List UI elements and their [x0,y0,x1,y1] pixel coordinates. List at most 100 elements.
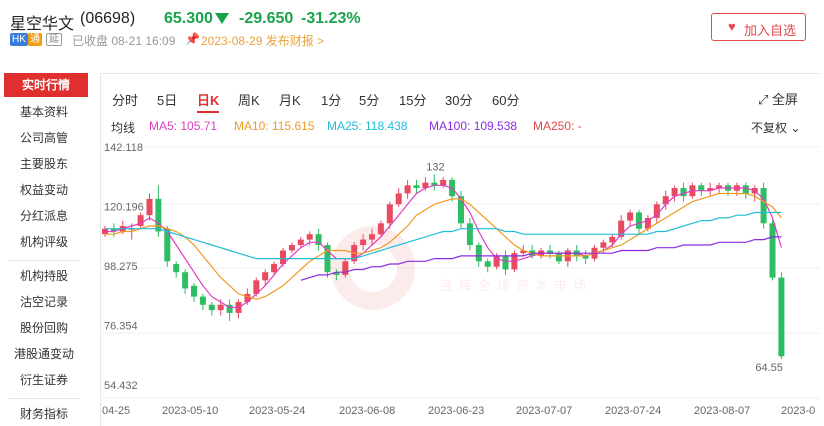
candle [618,215,625,240]
extreme-labels: 132 64.55 [426,161,783,374]
down-arrow-icon [215,13,229,24]
candle [475,242,482,267]
market-status: 已收盘 08-21 16:09 [72,34,176,48]
x-tick-label: 2023-07-24 [605,405,661,417]
candle [288,242,295,254]
fullscreen-label: 全屏 [772,92,799,107]
candle [369,228,375,246]
sidebar-item-realtime[interactable]: 实时行情 [4,73,88,97]
sidebar-divider [8,260,80,261]
candle [333,269,340,281]
x-tick-label: 04-25 [102,405,130,417]
candle [431,174,438,191]
price-change: -29.650 [239,10,294,27]
candle [262,269,269,286]
x-tick-label: 2023-08-07 [694,405,750,417]
candle [466,217,473,251]
tab-intraday[interactable]: 分时 [112,93,139,108]
adjustment-label: 不复权 [751,121,788,135]
sidebar-item-derivatives[interactable]: 衍生证券 [19,373,68,387]
tab-30min[interactable]: 30分 [445,93,473,108]
add-watchlist-button[interactable]: ♥ 加入自选 [711,13,806,41]
candle [182,269,189,294]
candle [547,245,553,259]
candle [324,242,331,278]
fullscreen-button[interactable]: ⤢ 全屏 [758,89,798,108]
candle [733,182,740,197]
sidebar-item-profile[interactable]: 基本资料 [19,105,68,119]
candle [173,261,180,278]
candle [698,182,705,197]
grid-lines [100,146,820,399]
ma10-line [105,192,782,300]
tab-weekly-k[interactable]: 周K [238,93,260,108]
delay-badge: 延 [46,33,62,46]
tab-daily-k[interactable]: 日K [197,93,220,108]
candle [413,179,420,194]
candle [377,220,384,237]
chart-panel: 分时 5日 日K 周K 月K 1分 5分 15分 30分 60分 ⤢ 全屏 均线… [100,73,820,426]
x-axis-ticks: 04-25 2023-05-10 2023-05-24 2023-06-08 2023-… [102,405,815,417]
tab-60min[interactable]: 60分 [492,93,520,108]
sidebar-item-financials[interactable]: 财务指标 [19,407,68,421]
sidebar-item-ratings[interactable]: 机构评级 [19,235,68,249]
earnings-report-link[interactable]: 2023-08-29 发布财报 > [201,34,325,48]
candle [778,272,785,360]
candle [653,201,660,224]
y-tick-label: 120.196 [104,202,144,214]
y-tick-label: 98.275 [104,261,138,273]
hk-badge: HK [10,33,28,46]
candle [742,182,749,199]
candle [440,177,447,189]
sidebar-divider [8,398,80,399]
adjustment-select[interactable]: 不复权 ⌄ [751,119,800,136]
sidebar-item-short-selling[interactable]: 沽空记录 [19,295,68,309]
sidebar-item-institutional[interactable]: 机构持股 [19,269,68,283]
candle [680,182,687,202]
moving-average-lines [105,184,782,309]
sidebar-item-buyback[interactable]: 股份回购 [19,321,68,335]
last-price: 65.300 [164,10,213,27]
watermark-text: 连接全球资本市场 [440,278,592,293]
candle [297,236,304,248]
candle [627,209,634,227]
candle [725,182,731,197]
ma25-line [105,211,782,260]
y-axis-ticks: 142.118 120.196 98.275 76.354 54.432 [104,142,144,392]
sidebar-item-equity-changes[interactable]: 权益变动 [19,183,68,197]
candle [760,182,767,229]
candle [199,293,206,311]
stock-code: (06698) [80,10,136,27]
candle [146,193,153,221]
x-tick-label: 2023-06-23 [428,405,484,417]
ma5-line [105,184,782,309]
ma100-line [300,236,782,281]
sidebar-item-executives[interactable]: 公司高管 [19,131,68,145]
chevron-down-icon: ⌄ [787,121,801,135]
tab-5day[interactable]: 5日 [157,93,178,108]
candle [751,185,758,202]
price-change-pct: -31.23% [301,10,361,27]
candle [484,258,491,273]
candle [769,220,776,281]
candle [458,190,464,229]
sidebar-item-dividends[interactable]: 分红派息 [19,209,68,223]
candle [555,250,562,265]
sidebar-item-connect-changes[interactable]: 港股通变动 [13,347,74,361]
tab-monthly-k[interactable]: 月K [279,93,301,108]
add-watchlist-label: 加入自选 [744,23,797,38]
candle [386,201,393,229]
y-tick-label: 142.118 [104,142,143,154]
sidebar-item-shareholders[interactable]: 主要股东 [19,157,68,171]
tab-5min[interactable]: 5分 [359,93,380,108]
pin-icon: 📌 [185,32,200,46]
ma250-value: MA250: - [533,119,582,133]
y-tick-label: 76.354 [104,321,138,333]
connect-badge: 通 [28,33,42,46]
candle [662,190,669,210]
candle [315,228,322,251]
tab-1min[interactable]: 1分 [321,93,342,108]
candle [636,209,642,235]
candle [137,212,144,229]
tab-15min[interactable]: 15分 [399,93,427,108]
